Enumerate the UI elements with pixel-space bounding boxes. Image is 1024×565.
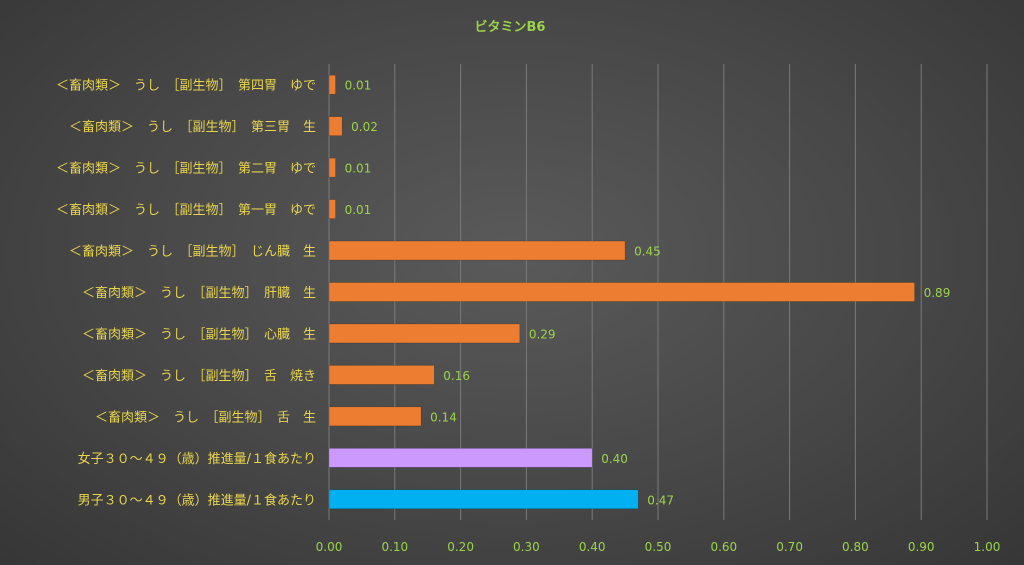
category-label: ＜畜肉類＞ うし ［副生物］ 舌 生	[95, 409, 316, 425]
category-label: ＜畜肉類＞ うし ［副生物］ 第四胃 ゆで	[56, 78, 316, 94]
data-label: 0.16	[443, 369, 470, 383]
bar	[328, 240, 626, 261]
bars: 0.01 0.02 0.01 0.01 0.45 0.89 0.29 0.16 0.14 0.40…	[328, 74, 951, 510]
x-axis-ticks: 0.00 0.10 0.20 0.30 0.40 0.50 0.60 0.70 0.80 0.90…	[316, 540, 1001, 554]
category-label: ＜畜肉類＞ うし ［副生物］ 第三胃 生	[69, 119, 316, 135]
x-tick-label: 0.30	[513, 540, 540, 554]
category-label: 男子３０～４９（歳）推進量/１食あたり	[78, 492, 316, 508]
category-label: ＜畜肉類＞ うし ［副生物］ じん臓 生	[69, 244, 316, 260]
data-label: 0.01	[345, 162, 372, 176]
bar	[328, 157, 336, 178]
bar	[328, 116, 343, 136]
bar	[328, 489, 639, 510]
category-label: 女子３０～４９（歳）推進量/１食あたり	[78, 451, 316, 467]
data-label: 0.29	[529, 327, 556, 341]
x-tick-label: 0.60	[710, 540, 737, 554]
category-label: ＜畜肉類＞ うし ［副生物］ 心臓 生	[82, 326, 316, 342]
data-label: 0.01	[345, 203, 372, 217]
x-tick-label: 0.40	[579, 540, 606, 554]
bar	[328, 406, 422, 427]
data-label: 0.01	[345, 79, 372, 93]
data-label: 0.14	[430, 410, 457, 424]
data-label: 0.40	[601, 452, 628, 466]
bar	[328, 282, 915, 302]
category-labels: ＜畜肉類＞ うし ［副生物］ 第四胃 ゆで ＜畜肉類＞ うし ［副生物］ 第三胃 …	[56, 78, 316, 509]
data-label: 0.89	[924, 286, 951, 300]
x-tick-label: 0.90	[908, 540, 935, 554]
chart-title: ビタミンB6	[475, 19, 546, 35]
bar	[328, 323, 521, 344]
data-label: 0.45	[634, 245, 661, 259]
x-tick-label: 0.50	[645, 540, 672, 554]
category-label: ＜畜肉類＞ うし ［副生物］ 第一胃 ゆで	[56, 202, 316, 218]
bar	[328, 448, 593, 468]
x-tick-label: 0.10	[381, 540, 408, 554]
x-tick-label: 0.80	[842, 540, 869, 554]
category-label: ＜畜肉類＞ うし ［副生物］ 第二胃 ゆで	[56, 161, 316, 177]
bar	[328, 74, 336, 95]
bar	[328, 199, 336, 219]
category-label: ＜畜肉類＞ うし ［副生物］ 舌 焼き	[82, 368, 316, 384]
bar	[328, 365, 435, 385]
category-label: ＜畜肉類＞ うし ［副生物］ 肝臓 生	[82, 285, 316, 301]
x-tick-label: 0.70	[776, 540, 803, 554]
x-tick-label: 0.00	[316, 540, 343, 554]
x-tick-label: 0.20	[447, 540, 474, 554]
data-label: 0.47	[647, 493, 674, 507]
data-label: 0.02	[351, 120, 378, 134]
x-tick-label: 1.00	[974, 540, 1001, 554]
